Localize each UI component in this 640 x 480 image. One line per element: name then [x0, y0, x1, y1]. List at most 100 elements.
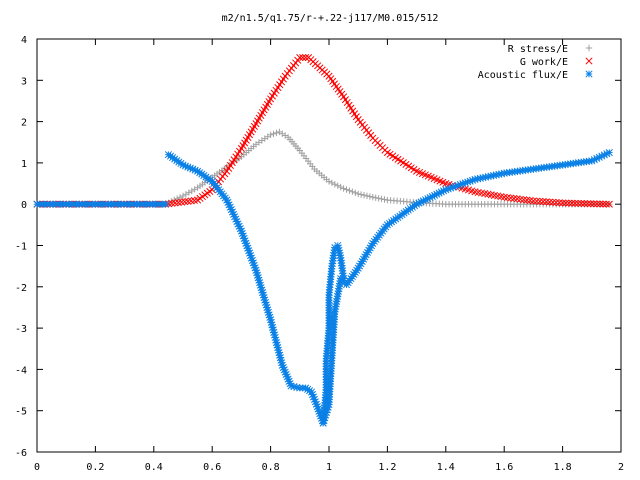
series-0 [162, 128, 613, 208]
data-point [366, 193, 374, 200]
y-tick-label: -4 [15, 365, 27, 376]
legend-marker-r-stress [585, 44, 593, 52]
legend-symbol [585, 57, 593, 65]
data-point [381, 196, 388, 203]
data-point [559, 199, 567, 207]
x-tick-label: 1.2 [378, 462, 396, 473]
legend-marker-acoustic-flux [585, 70, 593, 78]
data-point [474, 175, 482, 183]
data-point [273, 129, 280, 137]
y-tick-label: 4 [21, 35, 27, 46]
legend-label-g-work: G work/E [520, 57, 568, 68]
data-point [539, 198, 547, 206]
data-point [596, 200, 604, 208]
y-tick-labels: 4 3 2 1 0 -1 -2 -3 -4 -5 -6 [15, 35, 27, 459]
data-point [188, 187, 195, 195]
data-point [542, 198, 550, 206]
legend-marker-g-work [585, 57, 593, 65]
data-point [296, 54, 304, 62]
data-point [378, 195, 385, 203]
y-tick-label: -1 [15, 242, 27, 253]
x-tick-labels: 0 0.2 0.4 0.6 0.8 1 1.2 1.4 1.6 1.8 2 [34, 462, 624, 473]
y-tick-label: -6 [15, 448, 27, 459]
data-point [605, 149, 613, 157]
data-point [337, 183, 344, 191]
data-point [577, 199, 585, 208]
legend-symbol [585, 70, 593, 78]
data-point [343, 186, 350, 193]
data-point [546, 198, 554, 206]
x-tick-label: 1.4 [437, 462, 455, 473]
data-series [33, 54, 613, 427]
legend-symbol [585, 44, 593, 52]
data-point [555, 199, 563, 207]
y-tick-label: 0 [21, 200, 27, 211]
x-tick-label: 0.6 [203, 462, 221, 473]
chart-title: m2/n1.5/q1.75/r-+.22-j117/M0.015/512 [222, 13, 439, 24]
x-tick-label: 2 [618, 462, 624, 473]
legend-label-acoustic-flux: Acoustic flux/E [478, 70, 568, 81]
data-point [549, 198, 557, 206]
data-point [533, 197, 541, 205]
data-point [182, 191, 190, 198]
x-tick-label: 0.8 [262, 462, 280, 473]
x-tick-label: 1.6 [495, 462, 513, 473]
y-tick-label: -5 [15, 407, 27, 418]
data-point [562, 199, 570, 207]
data-point [191, 186, 198, 193]
x-tick-label: 1 [326, 462, 332, 473]
data-point [565, 199, 573, 207]
data-point [552, 198, 560, 207]
data-point [328, 179, 336, 187]
x-tick-label: 1.8 [554, 462, 572, 473]
data-point [299, 54, 307, 62]
data-point [375, 195, 382, 202]
data-point [357, 191, 365, 198]
axis-ticks [36, 38, 622, 453]
data-point [529, 197, 537, 205]
legend: R stress/E G work/E Acoustic flux/E [478, 44, 593, 81]
data-point [571, 199, 579, 207]
data-point [355, 190, 362, 198]
data-point [340, 185, 347, 192]
x-tick-label: 0 [34, 462, 40, 473]
data-point [605, 200, 613, 208]
series-2 [33, 149, 613, 427]
data-point [346, 187, 353, 194]
data-point [593, 200, 601, 208]
legend-entry-g-work: G work/E [520, 57, 593, 68]
data-point [176, 194, 184, 201]
y-tick-label: 2 [21, 118, 27, 129]
data-point [369, 193, 376, 201]
x-tick-label: 0.2 [86, 462, 104, 473]
data-point [360, 191, 368, 199]
data-point [568, 199, 576, 207]
data-point [587, 200, 595, 208]
data-point [574, 199, 582, 207]
data-point [185, 189, 193, 196]
data-point [599, 200, 607, 208]
y-tick-label: -3 [15, 324, 27, 335]
data-point [580, 199, 588, 208]
data-point [372, 194, 379, 201]
legend-label-r-stress: R stress/E [508, 44, 568, 55]
data-point [352, 189, 359, 197]
data-point [362, 251, 370, 259]
y-tick-label: 1 [21, 159, 27, 170]
data-point [590, 200, 598, 208]
legend-entry-r-stress: R stress/E [508, 44, 593, 55]
data-point [340, 274, 348, 283]
data-point [334, 182, 341, 189]
data-point [267, 131, 274, 139]
y-tick-label: -2 [15, 283, 27, 294]
y-tick-label: 3 [21, 76, 27, 87]
data-point [325, 178, 333, 185]
data-point [583, 200, 592, 208]
data-point [349, 188, 356, 195]
data-point [602, 200, 610, 208]
x-tick-label: 0.4 [145, 462, 163, 473]
data-point [302, 54, 310, 62]
data-point [331, 181, 339, 188]
data-point [161, 200, 170, 208]
